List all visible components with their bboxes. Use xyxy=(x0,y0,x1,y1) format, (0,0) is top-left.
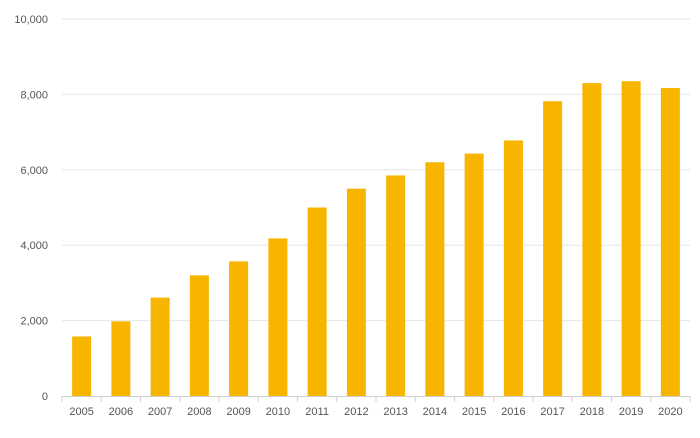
x-tick-label: 2010 xyxy=(266,406,290,418)
x-tick-label: 2017 xyxy=(540,406,564,418)
y-tick-label: 2,000 xyxy=(20,316,48,328)
x-tick-label: 2008 xyxy=(187,406,211,418)
x-tick-label: 2009 xyxy=(226,406,250,418)
bar-2017 xyxy=(543,101,563,396)
y-tick-label: 6,000 xyxy=(20,165,48,177)
bar-2013 xyxy=(386,175,406,396)
bar-2005 xyxy=(72,336,92,396)
x-tick-label: 2020 xyxy=(658,406,682,418)
bar-2008 xyxy=(189,275,209,396)
x-tick-label: 2019 xyxy=(619,406,643,418)
bar-2012 xyxy=(346,188,366,396)
bar-2018 xyxy=(582,83,602,396)
bar-2011 xyxy=(307,207,327,396)
y-tick-label: 0 xyxy=(42,391,48,403)
x-axis-tick-labels: 2005 2006 2007 2008 2009 2010 2011 2012 2013 2014… xyxy=(69,406,682,418)
x-tick-label: 2016 xyxy=(501,406,525,418)
x-tick-label: 2006 xyxy=(109,406,133,418)
x-tick-label: 2015 xyxy=(462,406,486,418)
y-axis-tick-labels: 0 2,000 4,000 6,000 8,000 10,000 xyxy=(14,14,48,403)
bar-2007 xyxy=(150,297,170,396)
x-tick-label: 2007 xyxy=(148,406,172,418)
bar-2009 xyxy=(229,261,249,396)
x-tick-label: 2011 xyxy=(305,406,329,418)
x-axis xyxy=(61,396,691,402)
y-tick-label: 4,000 xyxy=(20,240,48,252)
bar-2006 xyxy=(111,321,131,396)
bar-2010 xyxy=(268,238,288,396)
x-tick-label: 2014 xyxy=(423,406,447,418)
bar-2020 xyxy=(660,87,680,396)
x-tick-label: 2012 xyxy=(344,406,368,418)
y-tick-label: 8,000 xyxy=(20,89,48,101)
x-tick-label: 2018 xyxy=(580,406,604,418)
bar-2014 xyxy=(425,162,445,396)
bars xyxy=(72,81,680,396)
x-tick-label: 2005 xyxy=(69,406,93,418)
bar-2016 xyxy=(503,140,523,396)
bar-2015 xyxy=(464,153,484,396)
y-tick-label: 10,000 xyxy=(14,14,48,26)
bar-2019 xyxy=(621,81,641,396)
x-tick-label: 2013 xyxy=(383,406,407,418)
